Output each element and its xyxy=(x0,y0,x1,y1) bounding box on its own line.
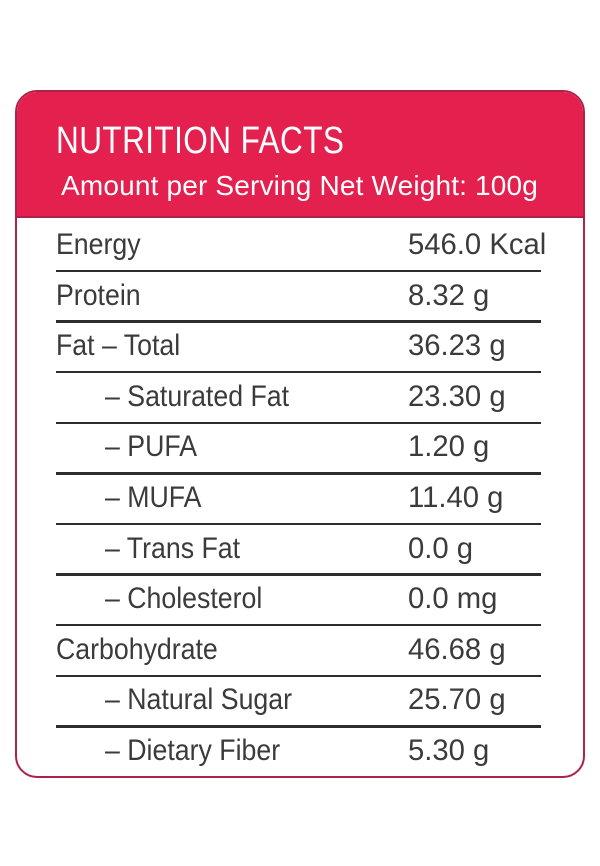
table-row: Carbohydrate 46.68 g xyxy=(17,626,583,677)
row-label: – Dietary Fiber xyxy=(105,733,281,767)
row-value: 36.23 g xyxy=(407,329,506,363)
row-value: 0.0 g xyxy=(407,531,473,565)
row-label: Protein xyxy=(56,278,141,312)
table-row: – MUFA 11.40 g xyxy=(17,475,583,526)
row-divider xyxy=(55,623,541,627)
table-row: – Dietary Fiber 5.30 g xyxy=(17,728,583,776)
card-title: NUTRITION FACTS xyxy=(56,119,345,162)
row-divider xyxy=(55,573,541,576)
table-row: Fat – Total 36.23 g xyxy=(17,323,583,374)
row-divider xyxy=(55,269,541,273)
row-value: 546.0 Kcal xyxy=(407,228,546,262)
row-label: Carbohydrate xyxy=(56,632,218,666)
card-subtitle: Amount per Serving Net Weight: 100g xyxy=(61,169,539,201)
row-value: 46.68 g xyxy=(407,632,506,666)
row-label: – Cholesterol xyxy=(105,582,263,616)
table-row: – Trans Fat 0.0 g xyxy=(17,525,583,576)
table-row: Energy 546.0 Kcal xyxy=(17,218,583,273)
row-label: Energy xyxy=(56,228,141,262)
row-value: 11.40 g xyxy=(407,480,503,514)
row-label: – MUFA xyxy=(105,480,202,514)
row-label: – Saturated Fat xyxy=(105,379,290,413)
table-row: – Cholesterol 0.0 mg xyxy=(17,576,583,627)
table-row: – Saturated Fat 23.30 g xyxy=(17,373,583,425)
row-value: 1.20 g xyxy=(407,430,489,464)
row-label: – Trans Fat xyxy=(105,531,241,565)
row-divider xyxy=(55,522,541,526)
row-divider xyxy=(55,320,541,323)
row-value: 8.32 g xyxy=(407,278,489,312)
row-divider xyxy=(55,725,541,728)
table-row: – Natural Sugar 25.70 g xyxy=(17,677,583,728)
row-divider xyxy=(55,472,541,475)
nutrition-facts-card: NUTRITION FACTS Amount per Serving Net W… xyxy=(15,90,585,778)
row-value: 25.70 g xyxy=(407,683,506,717)
nutrition-table: Energy 546.0 Kcal Protein 8.32 g Fat – T… xyxy=(17,218,583,777)
row-divider xyxy=(55,370,541,374)
row-divider xyxy=(55,421,541,425)
row-value: 0.0 mg xyxy=(407,582,497,616)
table-row: Protein 8.32 g xyxy=(17,272,583,323)
row-label: – PUFA xyxy=(105,430,198,464)
card-header: NUTRITION FACTS Amount per Serving Net W… xyxy=(17,92,583,218)
row-label: – Natural Sugar xyxy=(105,683,293,717)
row-value: 5.30 g xyxy=(407,733,489,767)
row-divider xyxy=(55,674,541,677)
row-value: 23.30 g xyxy=(407,379,506,413)
row-label: Fat – Total xyxy=(56,329,181,363)
table-row: – PUFA 1.20 g xyxy=(17,424,583,475)
